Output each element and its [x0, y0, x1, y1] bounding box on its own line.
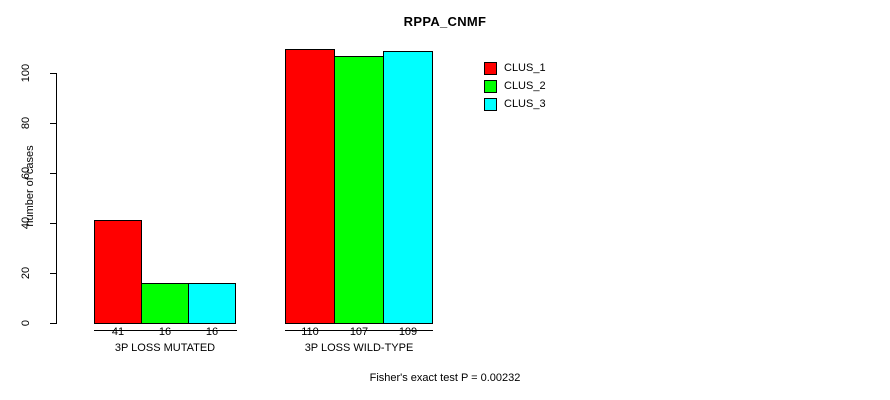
- bar-value-wildtype-clus1: 110: [301, 326, 319, 338]
- legend-label-clus2: CLUS_2: [504, 80, 546, 92]
- legend: CLUS_1 CLUS_2 CLUS_3: [484, 60, 546, 114]
- bar-value-mutated-clus1: 41: [111, 326, 125, 338]
- legend-label-clus3: CLUS_3: [504, 98, 546, 110]
- y-tick-mark-80: [50, 123, 56, 124]
- legend-swatch-icon-clus1: [484, 61, 497, 75]
- bar-mutated-clus1[interactable]: [94, 220, 142, 324]
- group-rule-mutated: [94, 330, 237, 331]
- bar-value-mutated-clus3: 16: [205, 326, 219, 338]
- bar-wildtype-clus1[interactable]: [285, 49, 335, 324]
- group-label-mutated: 3P LOSS MUTATED: [114, 342, 216, 354]
- legend-swatch-icon-clus2: [484, 79, 497, 93]
- y-tick-mark-20: [50, 273, 56, 274]
- y-axis-title: number of cases: [24, 145, 36, 227]
- group-label-wildtype: 3P LOSS WILD-TYPE: [304, 342, 414, 354]
- y-tick-mark-0: [50, 323, 56, 324]
- chart-title: RPPA_CNMF: [403, 14, 487, 29]
- legend-label-clus1: CLUS_1: [504, 62, 546, 74]
- bar-mutated-clus3[interactable]: [188, 283, 236, 324]
- legend-item-clus3[interactable]: CLUS_3: [484, 96, 546, 112]
- bar-value-mutated-clus2: 16: [158, 326, 172, 338]
- y-tick-mark-40: [50, 223, 56, 224]
- legend-item-clus2[interactable]: CLUS_2: [484, 78, 546, 94]
- y-axis-line: [56, 73, 57, 324]
- y-tick-mark-60: [50, 173, 56, 174]
- y-tick-mark-100: [50, 73, 56, 74]
- bar-mutated-clus2[interactable]: [141, 283, 189, 324]
- bar-value-wildtype-clus3: 109: [398, 326, 418, 338]
- y-tick-label-0: 0: [20, 319, 32, 327]
- legend-item-clus1[interactable]: CLUS_1: [484, 60, 546, 76]
- legend-swatch-icon-clus3: [484, 97, 497, 111]
- bar-value-wildtype-clus2: 107: [349, 326, 369, 338]
- bar-wildtype-clus2[interactable]: [334, 56, 384, 324]
- statistical-test-annotation: Fisher's exact test P = 0.00232: [369, 372, 521, 384]
- bar-wildtype-clus3[interactable]: [383, 51, 433, 324]
- y-tick-label-100: 100: [20, 63, 32, 83]
- group-rule-wildtype: [285, 330, 433, 331]
